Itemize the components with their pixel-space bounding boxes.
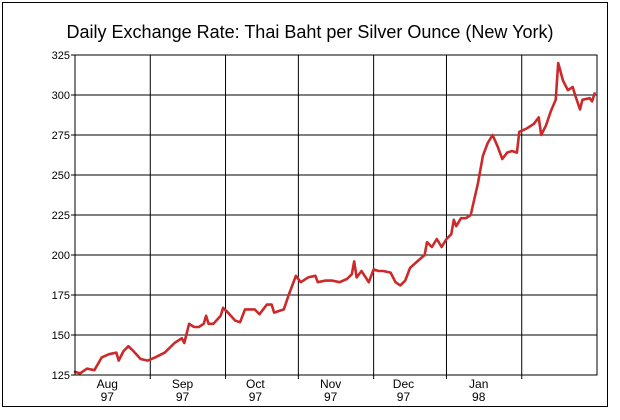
data-series (73, 61, 596, 375)
x-tick-label-month: Nov (320, 377, 341, 391)
plot-area-border (74, 54, 598, 376)
x-tick-label-year: 97 (176, 390, 190, 404)
x-tick-label-month: Sep (172, 377, 194, 391)
grid-lines (75, 54, 597, 376)
x-tick-label-year: 97 (324, 390, 338, 404)
y-axis: 125 150 175 200 225 250 275 300 325 (52, 50, 75, 382)
chart-frame (2, 2, 608, 407)
y-tick-label: 325 (52, 50, 70, 62)
y-tick-label: 300 (52, 90, 70, 102)
y-tick-label: 250 (52, 170, 70, 182)
x-tick-label-year: 98 (472, 390, 486, 404)
y-tick-label: 175 (52, 290, 70, 302)
y-tick-label: 275 (52, 130, 70, 142)
x-tick-label-month: Oct (246, 377, 265, 391)
y-tick-label: 225 (52, 210, 70, 222)
y-tick-label: 150 (52, 330, 70, 342)
x-tick-label-year: 97 (249, 390, 263, 404)
x-tick-label-month: Jan (469, 377, 488, 391)
y-tick-label: 125 (52, 370, 70, 382)
chart-title: Daily Exchange Rate: Thai Baht per Silve… (66, 22, 554, 42)
x-tick-label-year: 97 (101, 390, 115, 404)
x-tick-label-month: Dec (393, 377, 414, 391)
y-tick-label: 200 (52, 250, 70, 262)
x-tick-label-month: Aug (97, 377, 118, 391)
x-tick-label-year: 97 (397, 390, 411, 404)
series-line (73, 61, 596, 375)
